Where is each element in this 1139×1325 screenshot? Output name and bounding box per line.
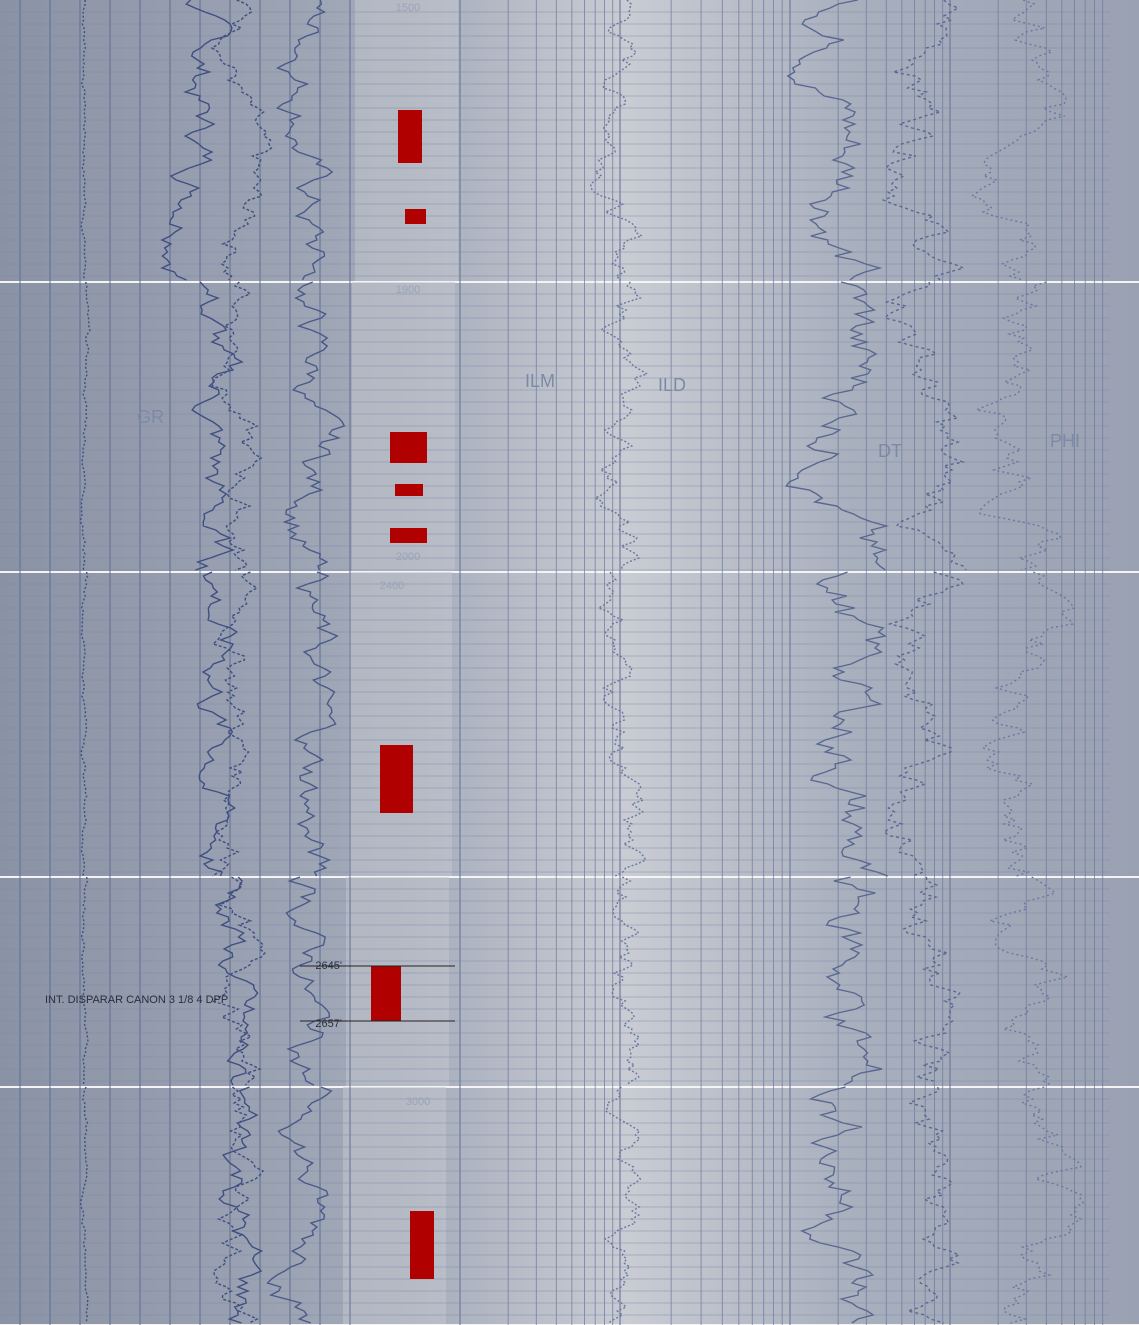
log-curve: [809, 571, 889, 877]
perforation: [410, 1211, 434, 1279]
log-curve: [211, 281, 263, 571]
depth-label: 2400: [380, 580, 404, 592]
log-curve: [883, 281, 967, 571]
curve-label: GR: [137, 407, 164, 427]
perforation: [380, 745, 413, 813]
curve-label: DT: [878, 441, 902, 461]
perforation: [390, 432, 427, 463]
log-curve: [160, 0, 233, 281]
log-curve: [589, 0, 644, 281]
perforation: [390, 528, 427, 543]
interval-top: 2645': [315, 960, 342, 972]
log-curve: [882, 571, 964, 877]
depth-label: 3000: [406, 1096, 430, 1108]
depth-track: [343, 1087, 446, 1325]
log-curve: [211, 571, 259, 877]
perforation: [371, 966, 401, 1021]
interval-bottom: 2657': [315, 1018, 342, 1030]
log-curve: [80, 0, 87, 281]
log-curve: [905, 1086, 962, 1324]
log-curve: [80, 1086, 89, 1324]
curve-label: ILD: [658, 375, 686, 395]
log-curve: [213, 1086, 265, 1324]
log-curve: [799, 1086, 875, 1324]
log-curve: [603, 1086, 642, 1324]
curve-label: PHI: [1050, 431, 1080, 451]
log-curve: [196, 571, 239, 877]
log-curve: [266, 1086, 333, 1324]
log-curve: [902, 876, 961, 1086]
note: INT. DISPARAR CANON 3 1/8 4 DPP: [45, 994, 228, 1006]
log-curve: [987, 876, 1071, 1086]
perforation: [398, 110, 422, 163]
log-curve: [285, 876, 331, 1086]
log-curve: [80, 876, 89, 1086]
log-curve: [80, 571, 89, 877]
curve-label: ILM: [525, 371, 555, 391]
log-curve: [191, 281, 244, 571]
log-curve: [974, 281, 1062, 571]
curves: [79, 0, 1085, 1324]
log-curve: [597, 571, 647, 877]
log-curve: [275, 0, 334, 281]
log-curve: [822, 876, 883, 1086]
log-curve: [214, 876, 259, 1086]
log-curve: [785, 281, 890, 571]
perforation: [395, 484, 423, 496]
log-curve: [79, 281, 91, 570]
depth-label: 2000: [396, 551, 420, 563]
log-curve: [282, 281, 346, 571]
log-curve: [970, 0, 1067, 281]
depth-label: 1900: [396, 284, 420, 296]
log-curve: [611, 876, 641, 1086]
depth-label: 1500: [396, 2, 420, 14]
depth-track: [349, 572, 452, 877]
log-curve: [293, 571, 339, 877]
perforation: [405, 209, 426, 224]
log-curve: [210, 876, 266, 1086]
log-curve: [1002, 1086, 1085, 1324]
log-curve: [210, 0, 273, 281]
perforations: [371, 110, 434, 1279]
log-curve: [786, 0, 883, 281]
